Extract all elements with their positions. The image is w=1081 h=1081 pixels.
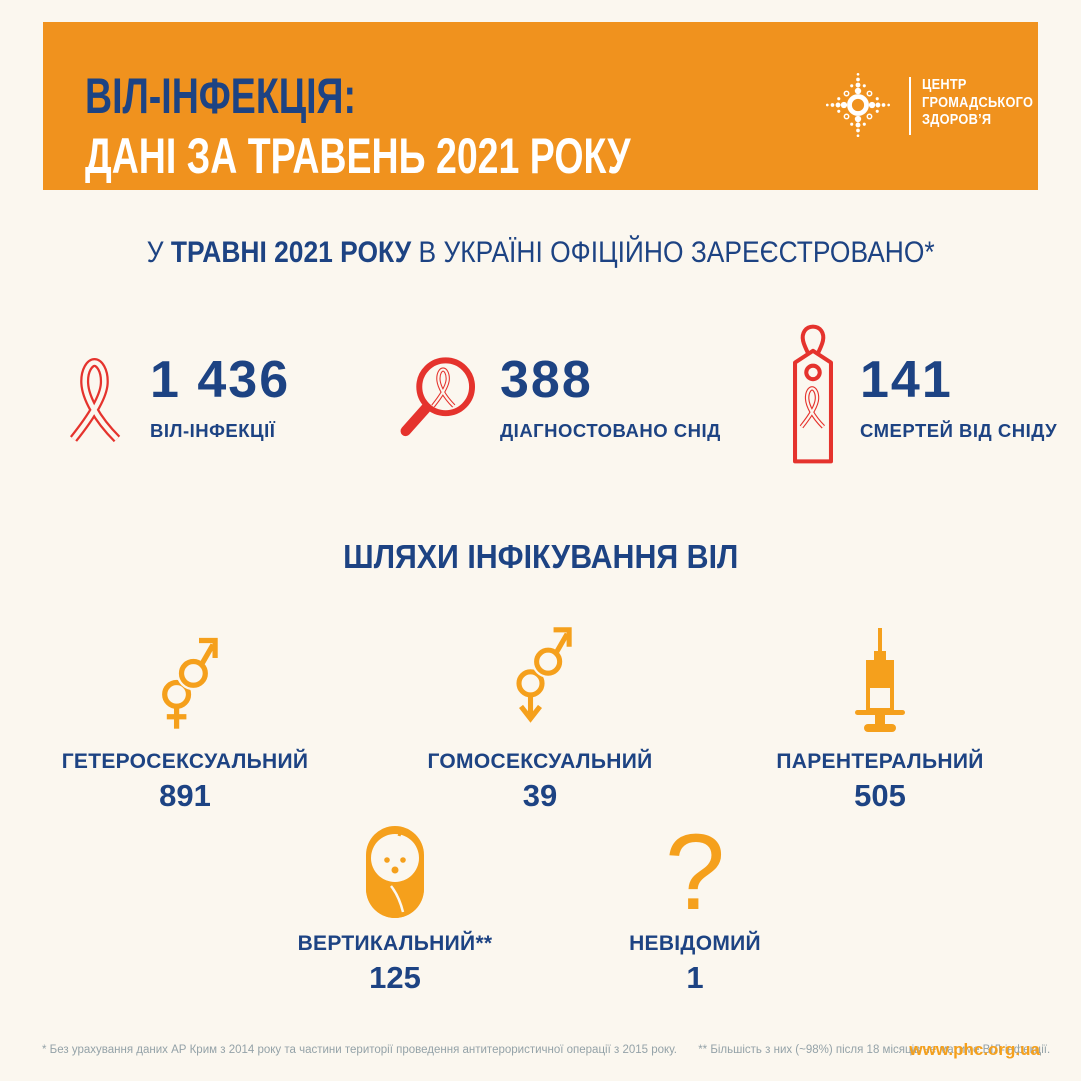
route-value: 505 <box>854 778 906 813</box>
org-name-line3: ЗДОРОВ’Я <box>922 112 992 128</box>
stat-label: СМЕРТЕЙ ВІД СНІДУ <box>860 420 1058 441</box>
route-value: 39 <box>522 778 558 813</box>
org-name: ЦЕНТР ГРОМАДСЬКОГО ЗДОРОВ’Я <box>922 77 1048 130</box>
subtitle: У ТРАВНІ 2021 РОКУ В УКРАЇНІ ОФІЦІЙНО ЗА… <box>0 236 1081 270</box>
stat-aids-diagnosed: 388 ДІАГНОСТОВАНО СНІД <box>398 351 721 442</box>
subtitle-prefix: У <box>146 236 171 269</box>
stat-label: ДІАГНОСТОВАНО СНІД <box>500 420 721 441</box>
org-name-line1: ЦЕНТР <box>922 77 967 93</box>
logo-divider <box>909 77 911 135</box>
syringe-icon <box>855 628 905 732</box>
route-label: ВЕРТИКАЛЬНИЙ** <box>297 932 493 955</box>
subtitle-suffix: В УКРАЇНІ ОФІЦІЙНО ЗАРЕЄСТРОВАНО* <box>410 236 935 269</box>
org-name-line2: ГРОМАДСЬКОГО <box>922 94 1034 111</box>
subtitle-bold: ТРАВНІ 2021 РОКУ <box>170 236 411 269</box>
route-parenteral: ПАРЕНТЕРАЛЬНИЙ 505 <box>720 618 1040 814</box>
footnote-2: ** Більшість з них (~98%) після 18 місяц… <box>698 1044 1051 1056</box>
route-label: ГОМОСЕКСУАЛЬНИЙ <box>427 750 653 773</box>
footnotes: * Без урахування даних АР Крим з 2014 ро… <box>42 1044 1050 1056</box>
heterosexual-symbols-icon <box>162 637 218 729</box>
route-heterosexual: ГЕТЕРОСЕКСУАЛЬНИЙ 891 <box>25 618 345 814</box>
red-ribbon-icon <box>69 357 121 443</box>
org-logo: ЦЕНТР ГРОМАДСЬКОГО ЗДОРОВ’Я <box>778 22 1038 190</box>
footnote-1: * Без урахування даних АР Крим з 2014 ро… <box>42 1044 677 1056</box>
question-mark-icon: ? <box>664 811 726 932</box>
swaddled-baby-icon <box>366 826 424 918</box>
stat-hiv-infections: 1 436 ВІЛ-ІНФЕКЦІЇ <box>66 350 290 444</box>
toe-tag-ribbon-icon <box>793 324 833 464</box>
page-title-line1: ВІЛ-ІНФЕКЦІЯ: <box>85 68 356 124</box>
route-label: НЕВІДОМИЙ <box>629 932 761 955</box>
stat-value: 1 436 <box>150 351 291 409</box>
stat-label: ВІЛ-ІНФЕКЦІЇ <box>150 420 276 441</box>
stat-aids-deaths: 141 СМЕРТЕЙ ВІД СНІДУ <box>786 323 1057 465</box>
website-link[interactable]: www.phc.org.ua <box>909 1040 1040 1059</box>
phc-logo-mark-icon <box>825 72 891 138</box>
header-banner: ВІЛ-ІНФЕКЦІЯ: ДАНІ ЗА ТРАВЕНЬ 2021 РОКУ <box>43 22 1038 190</box>
route-label: ПАРЕНТЕРАЛЬНИЙ <box>776 750 984 773</box>
route-value: 125 <box>369 960 421 995</box>
homosexual-symbols-icon <box>516 627 572 723</box>
page-title: ВІЛ-ІНФЕКЦІЯ: ДАНІ ЗА ТРАВЕНЬ 2021 РОКУ <box>85 66 813 186</box>
section-title: ШЛЯХИ ІНФІКУВАННЯ ВІЛ <box>342 538 739 575</box>
route-vertical: ВЕРТИКАЛЬНИЙ** 125 <box>235 816 555 996</box>
route-label: ГЕТЕРОСЕКСУАЛЬНИЙ <box>61 750 309 773</box>
route-value: 1 <box>686 960 704 995</box>
stat-value: 141 <box>860 351 953 409</box>
page-title-line2: ДАНІ ЗА ТРАВЕНЬ 2021 РОКУ <box>85 128 631 184</box>
magnifier-ribbon-icon <box>400 357 476 437</box>
route-value: 891 <box>159 778 211 813</box>
route-unknown: ? НЕВІДОМИЙ 1 <box>535 816 855 996</box>
stat-value: 388 <box>500 351 593 409</box>
route-homosexual: ГОМОСЕКСУАЛЬНИЙ 39 <box>380 618 700 814</box>
